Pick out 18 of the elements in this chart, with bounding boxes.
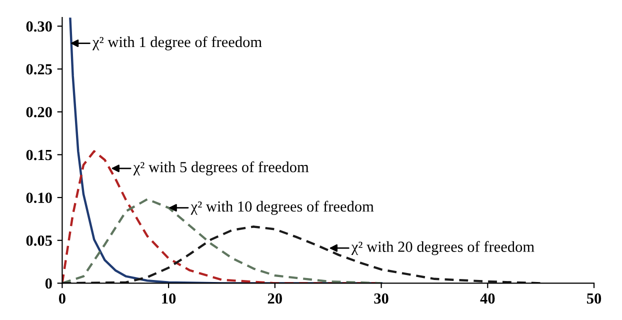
y-tick-label: 0.15 xyxy=(26,150,52,160)
x-tick-label: 40 xyxy=(480,293,495,304)
y-tick-label: 0.30 xyxy=(26,21,52,32)
x-tick-label: 10 xyxy=(162,293,176,304)
y-tick-label: 0.25 xyxy=(26,64,52,75)
y-tick-label: 0.05 xyxy=(26,236,52,246)
annotation: χ² with 20 degrees of freedom xyxy=(351,241,534,256)
x-tick-label: 0 xyxy=(58,293,66,304)
annotation: χ² with 5 degrees of freedom xyxy=(133,161,309,176)
x-tick-label: 30 xyxy=(374,293,388,304)
y-tick-label: 0.10 xyxy=(26,192,52,204)
annotation: χ² with 1 degree of freedom xyxy=(92,36,262,50)
x-tick-label: 50 xyxy=(586,293,602,304)
y-tick-label: 0.20 xyxy=(26,106,52,118)
x-tick-label: 20 xyxy=(268,293,282,304)
y-tick-label: 0 xyxy=(45,278,52,289)
line-series xyxy=(62,226,542,284)
annotation: χ² with 10 degrees of freedom xyxy=(190,200,374,215)
